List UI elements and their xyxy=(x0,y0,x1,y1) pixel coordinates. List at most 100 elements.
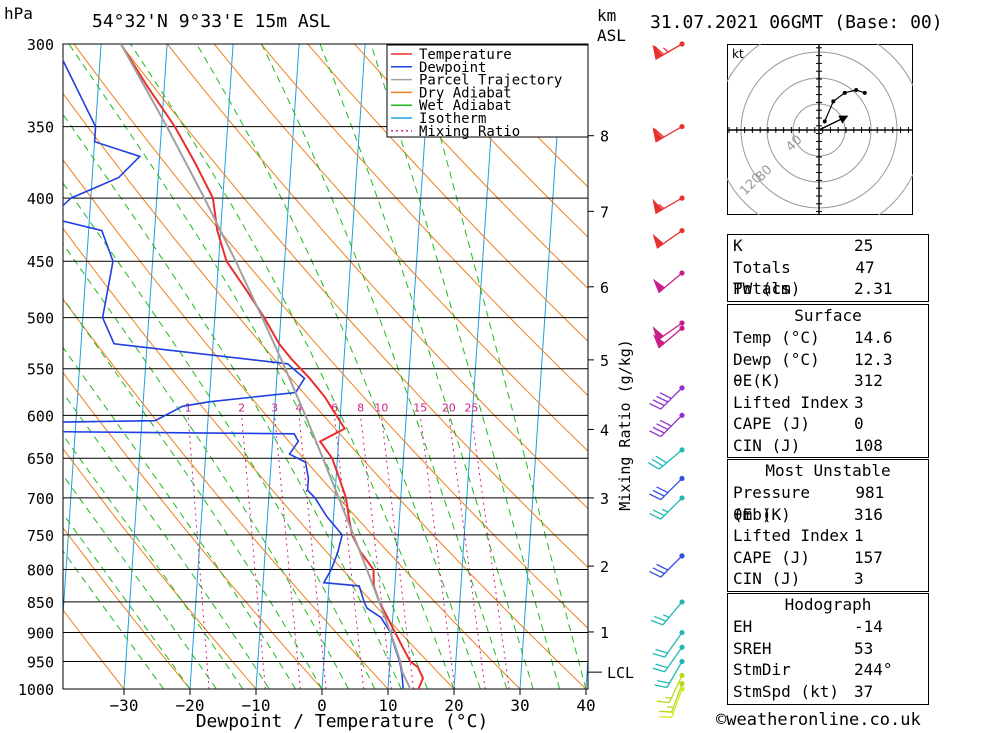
x-tick-label: 0 xyxy=(317,696,327,715)
mixing-ratio-axis-label: Mixing Ratio (g/kg) xyxy=(616,339,634,511)
mu-row-theta-e: θE (K) 316 xyxy=(733,504,883,524)
hodograph-point xyxy=(822,119,827,124)
temperature-line xyxy=(120,44,425,689)
general-indices-panel: K 25 Totals Totals 47 PW (cm) 2.31 xyxy=(727,234,929,302)
wind-barb xyxy=(649,553,685,578)
most-unstable-title: Most Unstable xyxy=(765,461,891,480)
pressure-tick-label: 850 xyxy=(27,594,54,612)
index-row-totals-totals: Totals Totals 47 xyxy=(733,257,875,299)
mixing-ratio-line xyxy=(360,415,392,689)
wind-barb xyxy=(652,644,685,673)
x-tick-label: 40 xyxy=(576,696,595,715)
surface-row-dewp: Dewp (°C) 12.3 xyxy=(733,349,893,369)
x-tick-label: −30 xyxy=(110,696,139,715)
dry-adiabat-line xyxy=(63,371,323,689)
mixing-ratio-line xyxy=(380,415,414,689)
pressure-tick-label: 400 xyxy=(27,190,54,208)
pressure-tick-label: 700 xyxy=(27,490,54,508)
surface-title: Surface xyxy=(794,306,862,325)
legend-entry: Parcel Trajectory xyxy=(419,73,562,89)
isotherm-line xyxy=(321,44,366,689)
dry-adiabat-line xyxy=(63,609,125,689)
dry-adiabat-line xyxy=(260,44,588,397)
surface-row-cin: CIN (J) 108 xyxy=(733,435,883,455)
km-tick-label: 2 xyxy=(600,558,609,576)
km-tick-label: 4 xyxy=(600,421,609,439)
hodograph-unit-label: kt xyxy=(732,47,744,61)
surface-row-temp: Temp (°C) 14.6 xyxy=(733,328,893,347)
hodograph-title: Hodograph xyxy=(784,595,872,614)
wind-barb xyxy=(649,412,685,438)
dry-adiabat-line xyxy=(119,44,588,569)
wind-barb xyxy=(654,658,685,689)
pressure-tick-label: 300 xyxy=(27,36,54,54)
pressure-tick-label: 450 xyxy=(27,253,54,271)
parcel-trajectory-line xyxy=(120,44,412,689)
dewpoint-line xyxy=(63,58,404,689)
y-unit-label: hPa xyxy=(4,4,33,23)
mu-row-lifted-index: Lifted Index 1 xyxy=(733,526,864,545)
pressure-tick-label: 500 xyxy=(27,310,54,328)
mixing-ratio-label: 10 xyxy=(374,401,388,414)
dry-adiabat-line xyxy=(166,44,588,510)
isotherm-line xyxy=(453,44,498,689)
dry-adiabat-line xyxy=(63,92,587,689)
datetime-title: 31.07.2021 06GMT (Base: 00) xyxy=(650,12,943,33)
mixing-ratio-label: 6 xyxy=(331,401,338,414)
isotherm-line xyxy=(123,44,168,689)
legend-entry: Wet Adiabat xyxy=(419,98,512,114)
mixing-ratio-line xyxy=(241,415,266,689)
wet-adiabat-line xyxy=(63,297,323,689)
km-label: km xyxy=(597,6,617,25)
mu-row-pressure: Pressure (mb) 981 xyxy=(733,483,885,524)
x-tick-label: 30 xyxy=(510,696,529,715)
legend-entry: Dry Adiabat xyxy=(419,85,512,101)
dry-adiabat-line xyxy=(63,298,389,689)
wind-barb xyxy=(659,686,685,718)
pressure-tick-label: 550 xyxy=(27,361,54,379)
location-title: 54°32'N 9°33'E 15m ASL xyxy=(92,11,331,32)
mixing-ratio-label: 2 xyxy=(238,401,245,414)
storm-motion-vector xyxy=(818,118,843,131)
dry-adiabat-line xyxy=(307,44,588,343)
wind-barb xyxy=(647,447,685,470)
wet-adiabat-line xyxy=(130,44,455,689)
surface-panel: Surface Temp (°C) 14.6 Dewp (°C) 12.3 θE(K… xyxy=(727,304,929,458)
mixing-ratio-label: 8 xyxy=(357,401,364,414)
pressure-tick-label: 600 xyxy=(27,407,54,425)
legend-box xyxy=(386,44,589,138)
pressure-tick-label: 950 xyxy=(27,654,54,672)
mixing-ratio-label: 20 xyxy=(442,401,456,414)
most-unstable-panel: Most Unstable Pressure (mb) 981 θE (K) 316… xyxy=(727,459,929,592)
wind-barb xyxy=(652,629,685,658)
wind-barb xyxy=(649,495,685,520)
skew-t-diagram: 1 2 3 4 6 8 10 15 20 2530035040045050055060065070… xyxy=(18,36,685,732)
mixing-ratio-line xyxy=(448,415,486,689)
isotherm-line xyxy=(255,44,300,689)
isotherm-line xyxy=(189,44,234,689)
hodograph-panel: Hodograph EH -14 SREH 53 StmDir 244° StmSpd… xyxy=(727,593,929,705)
dry-adiabat-line xyxy=(63,526,191,689)
hodo-row-sreh: SREH 53 xyxy=(733,638,874,658)
pressure-tick-label: 900 xyxy=(27,625,54,643)
km-tick-label: 5 xyxy=(600,352,609,370)
copyright-text[interactable]: ©weatheronline.co.uk xyxy=(716,710,921,730)
wind-barb xyxy=(652,270,685,294)
x-tick-label: 20 xyxy=(444,696,463,715)
mixing-ratio-line xyxy=(419,415,456,689)
wet-adiabat-line xyxy=(68,44,429,689)
storm-motion-arrowhead xyxy=(838,115,849,124)
km-tick-label: 8 xyxy=(600,128,609,146)
wind-barb xyxy=(652,195,685,215)
mixing-ratio-line xyxy=(470,415,510,689)
lcl-label: LCL xyxy=(607,664,634,682)
wet-adiabat-line xyxy=(319,44,534,689)
dry-adiabat-line xyxy=(63,159,521,689)
isotherm-line xyxy=(519,44,564,689)
mixing-ratio-label: 1 xyxy=(185,401,192,414)
hodo-row-eh: EH -14 xyxy=(733,617,883,636)
x-tick-label: −10 xyxy=(242,696,271,715)
pressure-tick-label: 650 xyxy=(27,450,54,468)
wet-adiabat-line xyxy=(196,44,481,689)
